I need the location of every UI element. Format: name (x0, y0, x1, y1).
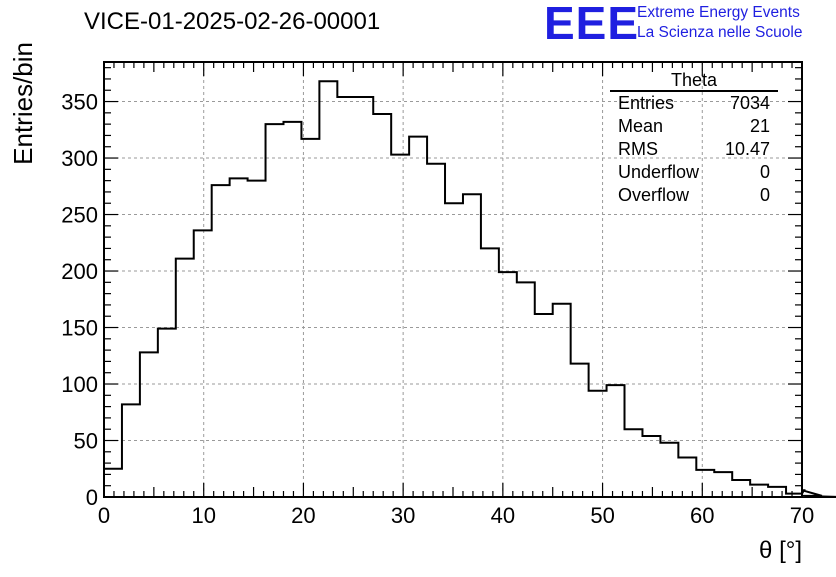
histogram-bin (481, 248, 499, 497)
x-tick-label: 60 (690, 503, 714, 528)
histogram-bin (301, 139, 319, 497)
x-tick-label: 40 (491, 503, 515, 528)
stats-row-underflow: Underflow 0 (618, 162, 770, 184)
stats-label: Entries (618, 93, 675, 113)
histogram-bin (283, 122, 301, 497)
histogram-bin (194, 230, 212, 497)
histogram-bin (427, 164, 445, 497)
histogram-bin (463, 194, 481, 497)
stats-row-rms: RMS 10.47 (618, 139, 770, 161)
histogram-bin (714, 472, 732, 497)
eee-logo-mark: EEE (544, 0, 640, 49)
stats-label: Mean (618, 116, 664, 136)
histogram-bin (768, 487, 786, 497)
x-tick-label: 0 (98, 503, 110, 528)
histogram-bin (589, 391, 607, 497)
stats-box: Theta Entries 7034 Mean 21 RMS 10.47 Und… (610, 70, 778, 210)
histogram-bin (266, 124, 284, 497)
histogram-bin (445, 203, 463, 497)
stats-label: RMS (618, 139, 658, 159)
stats-value: 7034 (729, 93, 770, 113)
histogram-bin (625, 429, 643, 497)
y-tick-label: 100 (61, 372, 98, 397)
histogram-outline (103, 80, 836, 498)
histogram-bin (319, 81, 337, 497)
histogram-bin (122, 404, 140, 497)
histogram-bin (230, 178, 248, 497)
x-tick-label: 20 (291, 503, 315, 528)
x-tick-label: 50 (590, 503, 614, 528)
histogram-bin (696, 470, 714, 497)
y-tick-label: 0 (86, 485, 98, 510)
run-title: VICE-01-2025-02-26-00001 (84, 8, 381, 35)
histogram-bin (535, 314, 553, 497)
y-tick-label: 300 (61, 146, 98, 171)
y-tick-label: 50 (74, 429, 98, 454)
histogram-bin (571, 364, 589, 497)
histogram-bin (409, 137, 427, 497)
histogram-bin (678, 457, 696, 497)
x-axis-title: θ [°] (759, 537, 802, 564)
stats-label: Overflow (618, 185, 690, 205)
y-tick-label: 200 (61, 259, 98, 284)
histogram-bin (158, 329, 176, 497)
histogram-bin (140, 352, 158, 497)
stats-row-mean: Mean 21 (618, 116, 770, 138)
histogram-bin (373, 114, 391, 497)
stats-value: 10.47 (724, 139, 770, 159)
stats-value: 0 (759, 185, 770, 205)
y-tick-label: 150 (61, 316, 98, 341)
histogram-bin (499, 272, 517, 497)
histogram-bin (355, 97, 373, 497)
histogram-bin (642, 436, 660, 497)
x-tick-label: 10 (191, 503, 215, 528)
histogram-bin (750, 485, 768, 497)
histogram-bin (553, 304, 571, 497)
histogram-bin (660, 443, 678, 497)
histogram-bin (212, 185, 230, 497)
stats-row-overflow: Overflow 0 (618, 185, 770, 207)
stats-value: 21 (749, 116, 770, 136)
histogram-bin (248, 181, 266, 497)
x-tick-label: 70 (790, 503, 814, 528)
eee-logo-line1: Extreme Energy Events (637, 4, 800, 21)
histogram-bin (391, 155, 409, 497)
eee-logo: EEE Extreme Energy Events La Scienza nel… (540, 0, 836, 49)
histogram-bin (732, 480, 750, 497)
histogram-bin (176, 259, 194, 497)
stats-value: 0 (759, 162, 770, 182)
y-axis-title: Entries/bin (8, 42, 38, 165)
y-tick-label: 350 (61, 90, 98, 115)
stats-label: Underflow (618, 162, 700, 182)
stats-row-entries: Entries 7034 (618, 93, 770, 115)
stats-title: Theta (670, 70, 718, 90)
y-tick-label: 250 (61, 203, 98, 228)
histogram-bin (104, 469, 122, 497)
stats-title-rule (610, 90, 778, 92)
eee-logo-line2: La Scienza nelle Scuole (637, 24, 803, 41)
x-tick-label: 30 (391, 503, 415, 528)
histogram-bin (337, 97, 355, 497)
histogram-bin (607, 385, 625, 497)
histogram-bin (517, 282, 535, 497)
